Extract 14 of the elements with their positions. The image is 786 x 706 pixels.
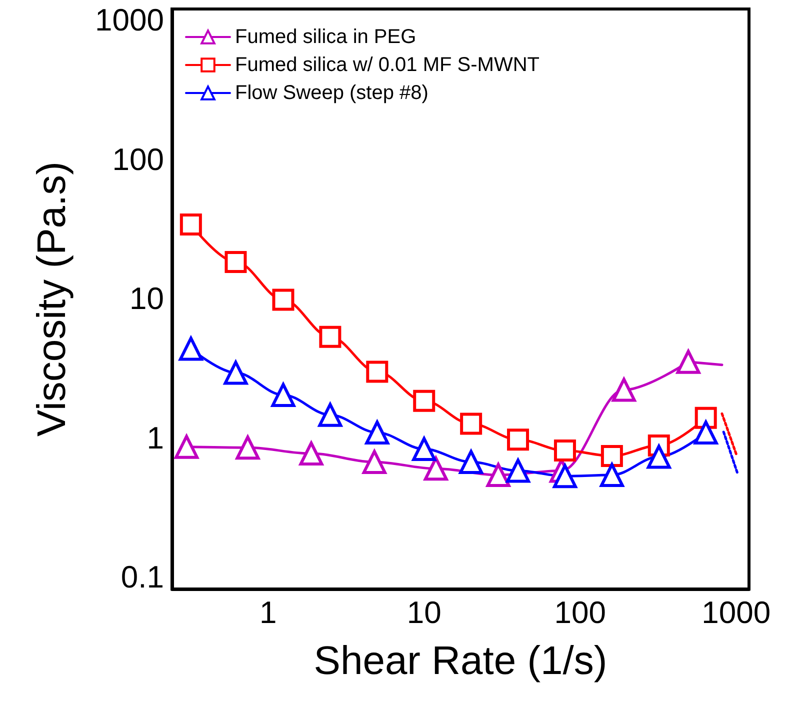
legend-label: Fumed silica in PEG [235, 26, 416, 48]
x-tick-label: 1000 [702, 595, 771, 630]
x-tick-label: 1 [259, 595, 277, 630]
legend-label: Fumed silica w/ 0.01 MF S-MWNT [235, 54, 540, 76]
x-tick-label: 10 [406, 595, 442, 630]
x-tick-label: 100 [554, 595, 606, 630]
y-axis-title: Viscosity (Pa.s) [30, 162, 74, 436]
y-tick-label: 100 [112, 142, 164, 177]
legend-label: Flow Sweep (step #8) [235, 82, 428, 104]
y-tick-label: 10 [130, 281, 164, 316]
y-tick-label: 1000 [95, 2, 164, 38]
x-axis-title: Shear Rate (1/s) [314, 639, 608, 683]
y-tick-label: 0.1 [120, 560, 164, 594]
y-tick-label: 1 [146, 420, 164, 456]
